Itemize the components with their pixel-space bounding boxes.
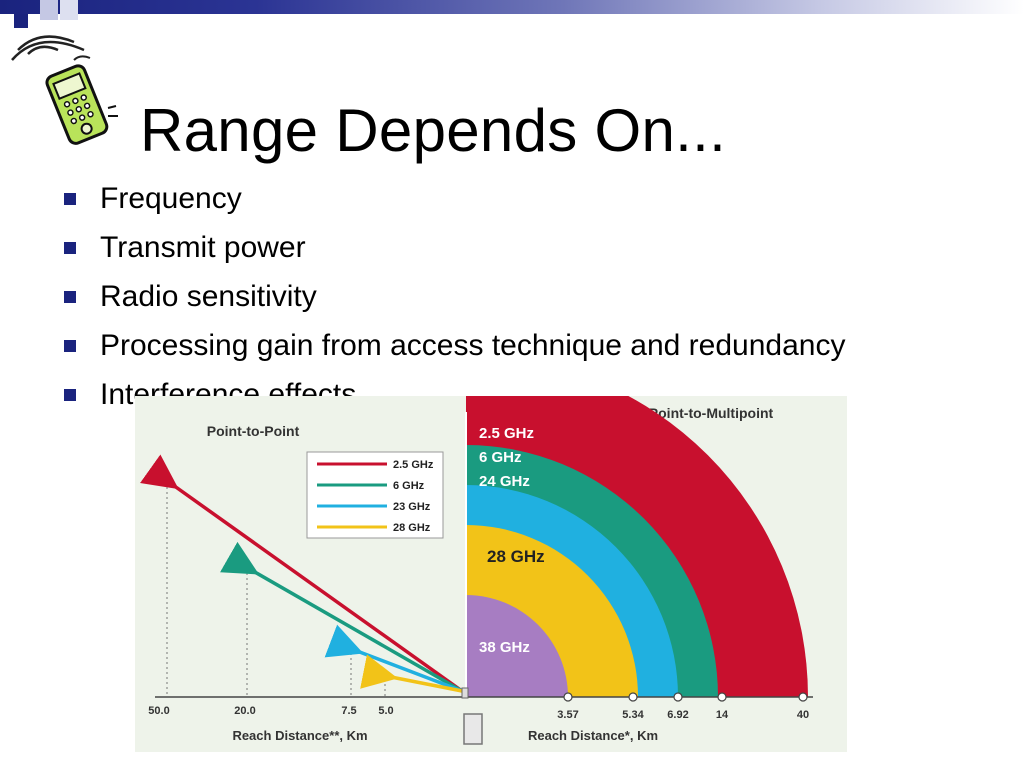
p2p-title: Point-to-Point bbox=[207, 423, 300, 439]
p2mp-tick-label: 40 bbox=[797, 709, 809, 721]
p2mp-tick-marker bbox=[563, 692, 573, 702]
bullet-text: Frequency bbox=[100, 182, 242, 215]
p2mp-arcs: 2.5 GHz 6 GHz 24 GHz 28 GHz 38 GHz bbox=[465, 396, 808, 697]
corner-square-light bbox=[40, 0, 58, 20]
bullet-item: Processing gain from access technique an… bbox=[60, 327, 845, 376]
p2p-arrow bbox=[140, 454, 464, 693]
header-gradient-band bbox=[0, 0, 1024, 14]
cellphone-clipart-icon bbox=[11, 35, 118, 145]
p2mp-tick-marker bbox=[673, 692, 683, 702]
axis-ticks: 50.0 20.0 7.5 5.0 3.57 5.34 6.92 14 40 bbox=[148, 692, 809, 721]
square-bullet-icon bbox=[64, 389, 76, 401]
corner-decoration bbox=[0, 0, 80, 60]
range-diagram: Point-to-Point Point-to-Multipoint 2.5 G… bbox=[135, 396, 847, 752]
legend-label: 2.5 GHz bbox=[393, 459, 434, 471]
p2mp-arc bbox=[466, 595, 568, 697]
legend-label: 23 GHz bbox=[393, 501, 431, 513]
bullet-text: Radio sensitivity bbox=[100, 280, 317, 313]
p2mp-tick-label: 3.57 bbox=[557, 709, 578, 721]
bullet-item: Frequency bbox=[60, 180, 845, 229]
square-bullet-icon bbox=[64, 193, 76, 205]
square-bullet-icon bbox=[64, 291, 76, 303]
p2p-tick-label: 20.0 bbox=[234, 705, 255, 717]
p2mp-tick-marker bbox=[628, 692, 638, 702]
p2mp-arc-label: 2.5 GHz bbox=[479, 425, 534, 442]
p2mp-arc-label: 24 GHz bbox=[479, 473, 530, 490]
p2mp-title: Point-to-Multipoint bbox=[649, 405, 774, 421]
square-bullet-icon bbox=[64, 340, 76, 352]
p2mp-tick-label: 5.34 bbox=[622, 709, 644, 721]
bullet-list: Frequency Transmit power Radio sensitivi… bbox=[60, 180, 845, 425]
p2mp-arc-label: 38 GHz bbox=[479, 639, 530, 656]
p2p-tick-label: 50.0 bbox=[148, 705, 169, 717]
p2mp-tick-marker bbox=[717, 692, 727, 702]
tower-base-icon bbox=[463, 713, 483, 745]
p2p-arrows bbox=[140, 454, 464, 697]
p2p-tick-label: 5.0 bbox=[378, 705, 393, 717]
slide-title: Range Depends On... bbox=[140, 97, 727, 164]
legend-label: 28 GHz bbox=[393, 522, 431, 534]
corner-square-light-2 bbox=[60, 0, 78, 20]
bullet-item: Radio sensitivity bbox=[60, 278, 845, 327]
p2p-axis-label: Reach Distance**, Km bbox=[232, 728, 367, 743]
p2mp-tick-label: 14 bbox=[716, 709, 729, 721]
bullet-item: Transmit power bbox=[60, 229, 845, 278]
bullet-text: Processing gain from access technique an… bbox=[100, 329, 846, 362]
corner-square-navy bbox=[14, 14, 28, 28]
p2mp-axis-label: Reach Distance*, Km bbox=[528, 728, 658, 743]
antenna-icon bbox=[461, 687, 469, 699]
p2p-tick-label: 7.5 bbox=[341, 705, 356, 717]
p2mp-tick-marker bbox=[798, 692, 808, 702]
legend-label: 6 GHz bbox=[393, 480, 425, 492]
p2p-arrow bbox=[360, 654, 463, 693]
square-bullet-icon bbox=[64, 242, 76, 254]
bullet-text: Transmit power bbox=[100, 231, 306, 264]
p2mp-arc-label: 28 GHz bbox=[487, 547, 545, 566]
p2p-legend: 2.5 GHz 6 GHz 23 GHz 28 GHz bbox=[306, 451, 444, 539]
p2mp-tick-label: 6.92 bbox=[667, 709, 688, 721]
legend-box bbox=[306, 451, 444, 539]
p2mp-arc-label: 6 GHz bbox=[479, 449, 522, 466]
